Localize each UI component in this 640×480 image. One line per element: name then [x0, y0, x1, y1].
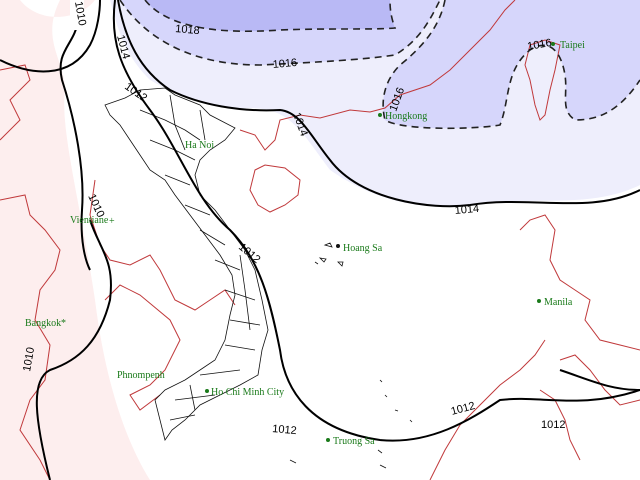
label-1010: 1010 [21, 346, 37, 372]
island-truongsa: Truong Sa [333, 436, 375, 447]
isobar-1016 [119, 0, 441, 66]
city-bangkok: Bangkok [25, 318, 61, 329]
city-taipei: Taipei [560, 40, 585, 51]
isobar-1012 [112, 0, 640, 442]
city-phnompenh: Phnompenh [117, 370, 165, 381]
cities: Ha Noi Vientiane + Bangkok * Phnompenh H… [25, 40, 585, 447]
city-hcmc: Ho Chi Minh City [211, 387, 284, 398]
island-marker [336, 244, 340, 248]
label-1012: 1012 [450, 400, 477, 418]
label-1016: 1016 [526, 37, 552, 53]
city-marker [378, 113, 382, 117]
label-1014: 1014 [454, 203, 479, 217]
label-1012: 1012 [122, 81, 149, 105]
label-1018: 1018 [175, 23, 200, 37]
label-1012: 1012 [272, 423, 297, 437]
islands [289, 242, 413, 469]
isobar-1010-south [35, 219, 112, 480]
isobar-1016-east [382, 0, 640, 130]
isobar-1010-north [0, 0, 101, 73]
island-marker [326, 438, 330, 442]
city-marker [205, 389, 209, 393]
isobar-1018 [144, 0, 397, 33]
city-vientiane: Vientiane [70, 215, 109, 226]
city-marker [537, 299, 541, 303]
low-pressure-area [0, 0, 150, 480]
city-manila: Manila [544, 297, 573, 308]
city-marker: + [109, 216, 115, 227]
label-1016: 1016 [272, 57, 297, 71]
label-1012: 1012 [541, 419, 565, 431]
label-1012: 1012 [236, 241, 262, 266]
label-1010: 1010 [72, 0, 88, 26]
city-marker: * [61, 318, 66, 329]
isobar-1014 [117, 0, 640, 208]
city-hongkong: Hongkong [385, 111, 427, 122]
isobar-1012-east [559, 369, 640, 391]
city-marker [551, 42, 555, 46]
band-1018 [145, 0, 395, 32]
city-hanoi: Ha Noi [185, 140, 214, 151]
island-hoangsa: Hoang Sa [343, 243, 383, 254]
isobar-1010-west [59, 19, 91, 271]
band-1016-east [383, 0, 640, 129]
